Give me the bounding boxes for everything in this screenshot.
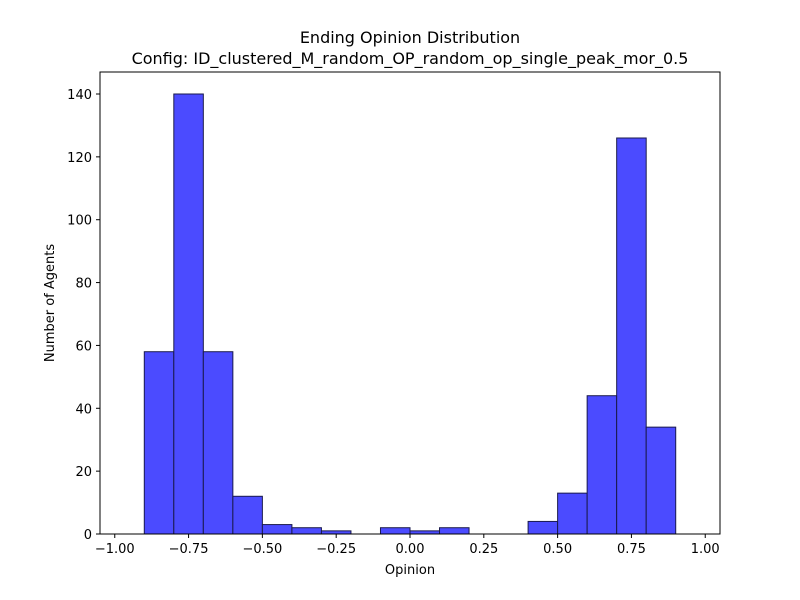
y-axis: 0 20 40 60 80 100 120 140 [67, 88, 100, 543]
x-tick-label: −1.00 [95, 542, 135, 557]
histogram-bar [143, 351, 175, 535]
x-tick-label: 0.50 [543, 542, 572, 557]
histogram-bar [291, 527, 322, 535]
y-tick-label: 0 [84, 528, 92, 543]
x-tick-label: 0.00 [396, 542, 425, 557]
histogram-bar [527, 520, 559, 535]
y-axis-label: Number of Agents [43, 244, 58, 362]
y-tick-label: 40 [75, 402, 92, 417]
y-tick-label: 60 [75, 339, 92, 354]
histogram-bar [645, 426, 677, 535]
histogram-bar [557, 492, 588, 535]
x-tick-label: −0.75 [169, 542, 209, 557]
y-tick-label: 120 [67, 151, 92, 166]
x-tick-label: −0.50 [242, 542, 282, 557]
y-tick-label: 20 [75, 465, 92, 480]
x-tick-label: 0.25 [469, 542, 498, 557]
histogram-bar [232, 495, 263, 535]
x-tick-label: 0.75 [617, 542, 646, 557]
chart-title: Ending Opinion Distribution [300, 28, 520, 47]
histogram-bar [616, 137, 647, 535]
histogram-bar [173, 93, 204, 535]
y-tick-label: 80 [75, 277, 92, 292]
histogram-bar [261, 524, 293, 535]
x-axis-label: Opinion [385, 563, 435, 578]
y-tick-label: 100 [67, 214, 92, 229]
x-axis: −1.00 −0.75 −0.50 −0.25 0.00 0.25 0.50 0.75 1.00 [95, 534, 720, 557]
histogram-bar [586, 395, 618, 535]
histogram-bar [439, 527, 470, 535]
chart-subtitle: Config: ID_clustered_M_random_OP_random_… [132, 49, 689, 69]
bars-layer [143, 93, 677, 535]
histogram-bar [202, 351, 234, 535]
x-tick-label: −0.25 [316, 542, 356, 557]
histogram-bar [379, 527, 411, 535]
y-tick-label: 140 [67, 88, 92, 103]
x-tick-label: 1.00 [691, 542, 720, 557]
